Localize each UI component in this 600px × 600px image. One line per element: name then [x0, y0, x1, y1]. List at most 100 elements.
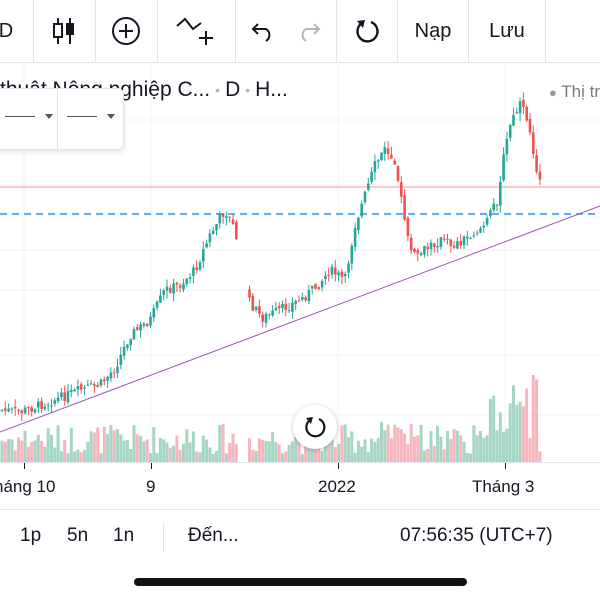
redo-button[interactable]: [286, 0, 332, 62]
volume-bar: [429, 431, 433, 462]
volume-bar: [300, 453, 304, 462]
candle-body: [433, 243, 436, 247]
candle-body: [528, 118, 532, 133]
volume-bar: [479, 430, 482, 462]
volume-bar: [271, 432, 275, 462]
candle-body: [185, 278, 189, 284]
volume-bar: [69, 427, 73, 462]
candle-body: [505, 138, 509, 155]
line-width-dropdown[interactable]: [63, 103, 119, 129]
candle-body: [86, 384, 90, 386]
candle-body: [50, 405, 53, 407]
volume-bar: [251, 449, 255, 462]
candle-body: [456, 241, 459, 249]
volume-bar: [56, 425, 60, 462]
candle-body: [390, 154, 393, 159]
candle-body: [340, 271, 344, 277]
candle-body: [396, 166, 400, 181]
volume-bar: [419, 424, 423, 462]
chart-pane[interactable]: [0, 62, 600, 462]
volume-bar: [248, 438, 251, 462]
indicators-button[interactable]: [158, 0, 234, 62]
candle-body: [106, 376, 109, 381]
volume-bar: [515, 404, 519, 462]
candle-body: [367, 183, 370, 191]
volume-bar: [337, 443, 341, 462]
volume-bar: [135, 434, 139, 462]
volume-bar: [208, 447, 212, 462]
candle-body: [439, 237, 443, 247]
volume-bar: [446, 430, 449, 462]
candle-body: [208, 233, 212, 243]
market-status[interactable]: ● Thị tr: [549, 82, 600, 102]
candle-body: [472, 235, 476, 237]
candle-body: [228, 216, 231, 218]
candle-body: [442, 238, 446, 240]
candle-body: [198, 262, 202, 270]
volume-bar: [353, 452, 357, 462]
undo-button[interactable]: [240, 0, 286, 62]
volume-bar: [386, 424, 390, 462]
volume-bar: [86, 441, 90, 462]
candle-body: [314, 283, 317, 289]
load-layout-button[interactable]: Nạp: [398, 0, 468, 62]
reload-icon: [356, 20, 379, 43]
candle-body: [116, 366, 119, 373]
candle-body: [538, 171, 542, 180]
volume-bar: [152, 426, 156, 462]
range-1d-button[interactable]: 1p: [20, 525, 42, 546]
volume-bar: [112, 430, 116, 462]
goto-date-button[interactable]: Đến...: [188, 525, 239, 546]
candle-body: [294, 300, 297, 304]
volume-bar: [191, 431, 195, 462]
candle-body: [165, 286, 169, 291]
x-tick-label: 2022: [318, 477, 356, 496]
candle-body: [357, 217, 360, 231]
separator-dot-icon: •: [215, 82, 221, 99]
candle-body: [0, 410, 4, 412]
volume-bar: [406, 444, 410, 462]
separator-dot-icon: •: [245, 82, 251, 99]
candle-body: [446, 238, 449, 240]
trend-line[interactable]: [0, 205, 600, 433]
volume-bars: [0, 374, 542, 462]
candle-body: [287, 310, 291, 312]
candles: [0, 92, 542, 421]
volume-bar: [142, 441, 146, 462]
candle-body: [93, 384, 96, 386]
line-style-dropdown[interactable]: [1, 103, 57, 129]
candle-body: [195, 267, 198, 271]
candle-body: [169, 287, 172, 293]
volume-bar: [218, 425, 222, 462]
add-symbol-button[interactable]: [96, 0, 156, 62]
interval-button[interactable]: D: [0, 0, 28, 62]
volume-bar: [416, 435, 420, 462]
volume-bar: [224, 453, 228, 462]
chart-type-button[interactable]: [34, 0, 94, 62]
clock-timezone[interactable]: 07:56:35 (UTC+7): [400, 525, 553, 546]
price-chart[interactable]: [0, 62, 600, 462]
candle-body: [83, 387, 86, 389]
candle-body: [334, 267, 337, 275]
candle-body: [96, 384, 99, 387]
candle-body: [136, 327, 139, 330]
volume-bar: [215, 451, 218, 462]
candle-body: [20, 410, 24, 414]
line-style-panel: [0, 88, 124, 150]
save-layout-button[interactable]: Lưu: [469, 0, 545, 62]
reset-chart-button[interactable]: [293, 405, 337, 449]
range-1y-button[interactable]: 1n: [113, 525, 135, 546]
candle-body: [320, 280, 324, 288]
candle-body: [277, 305, 281, 309]
candle-body: [175, 282, 179, 285]
candle-body: [373, 161, 377, 173]
candle-body: [423, 246, 426, 255]
volume-bar: [376, 438, 380, 462]
volume-bar: [508, 403, 512, 462]
time-axis[interactable]: háng 10 9 2022 Tháng 3: [0, 462, 600, 509]
candle-body: [258, 306, 261, 314]
candle-body: [56, 397, 60, 402]
range-5y-button[interactable]: 5n: [67, 525, 89, 546]
volume-bar: [498, 412, 502, 462]
reload-button[interactable]: [337, 0, 397, 62]
